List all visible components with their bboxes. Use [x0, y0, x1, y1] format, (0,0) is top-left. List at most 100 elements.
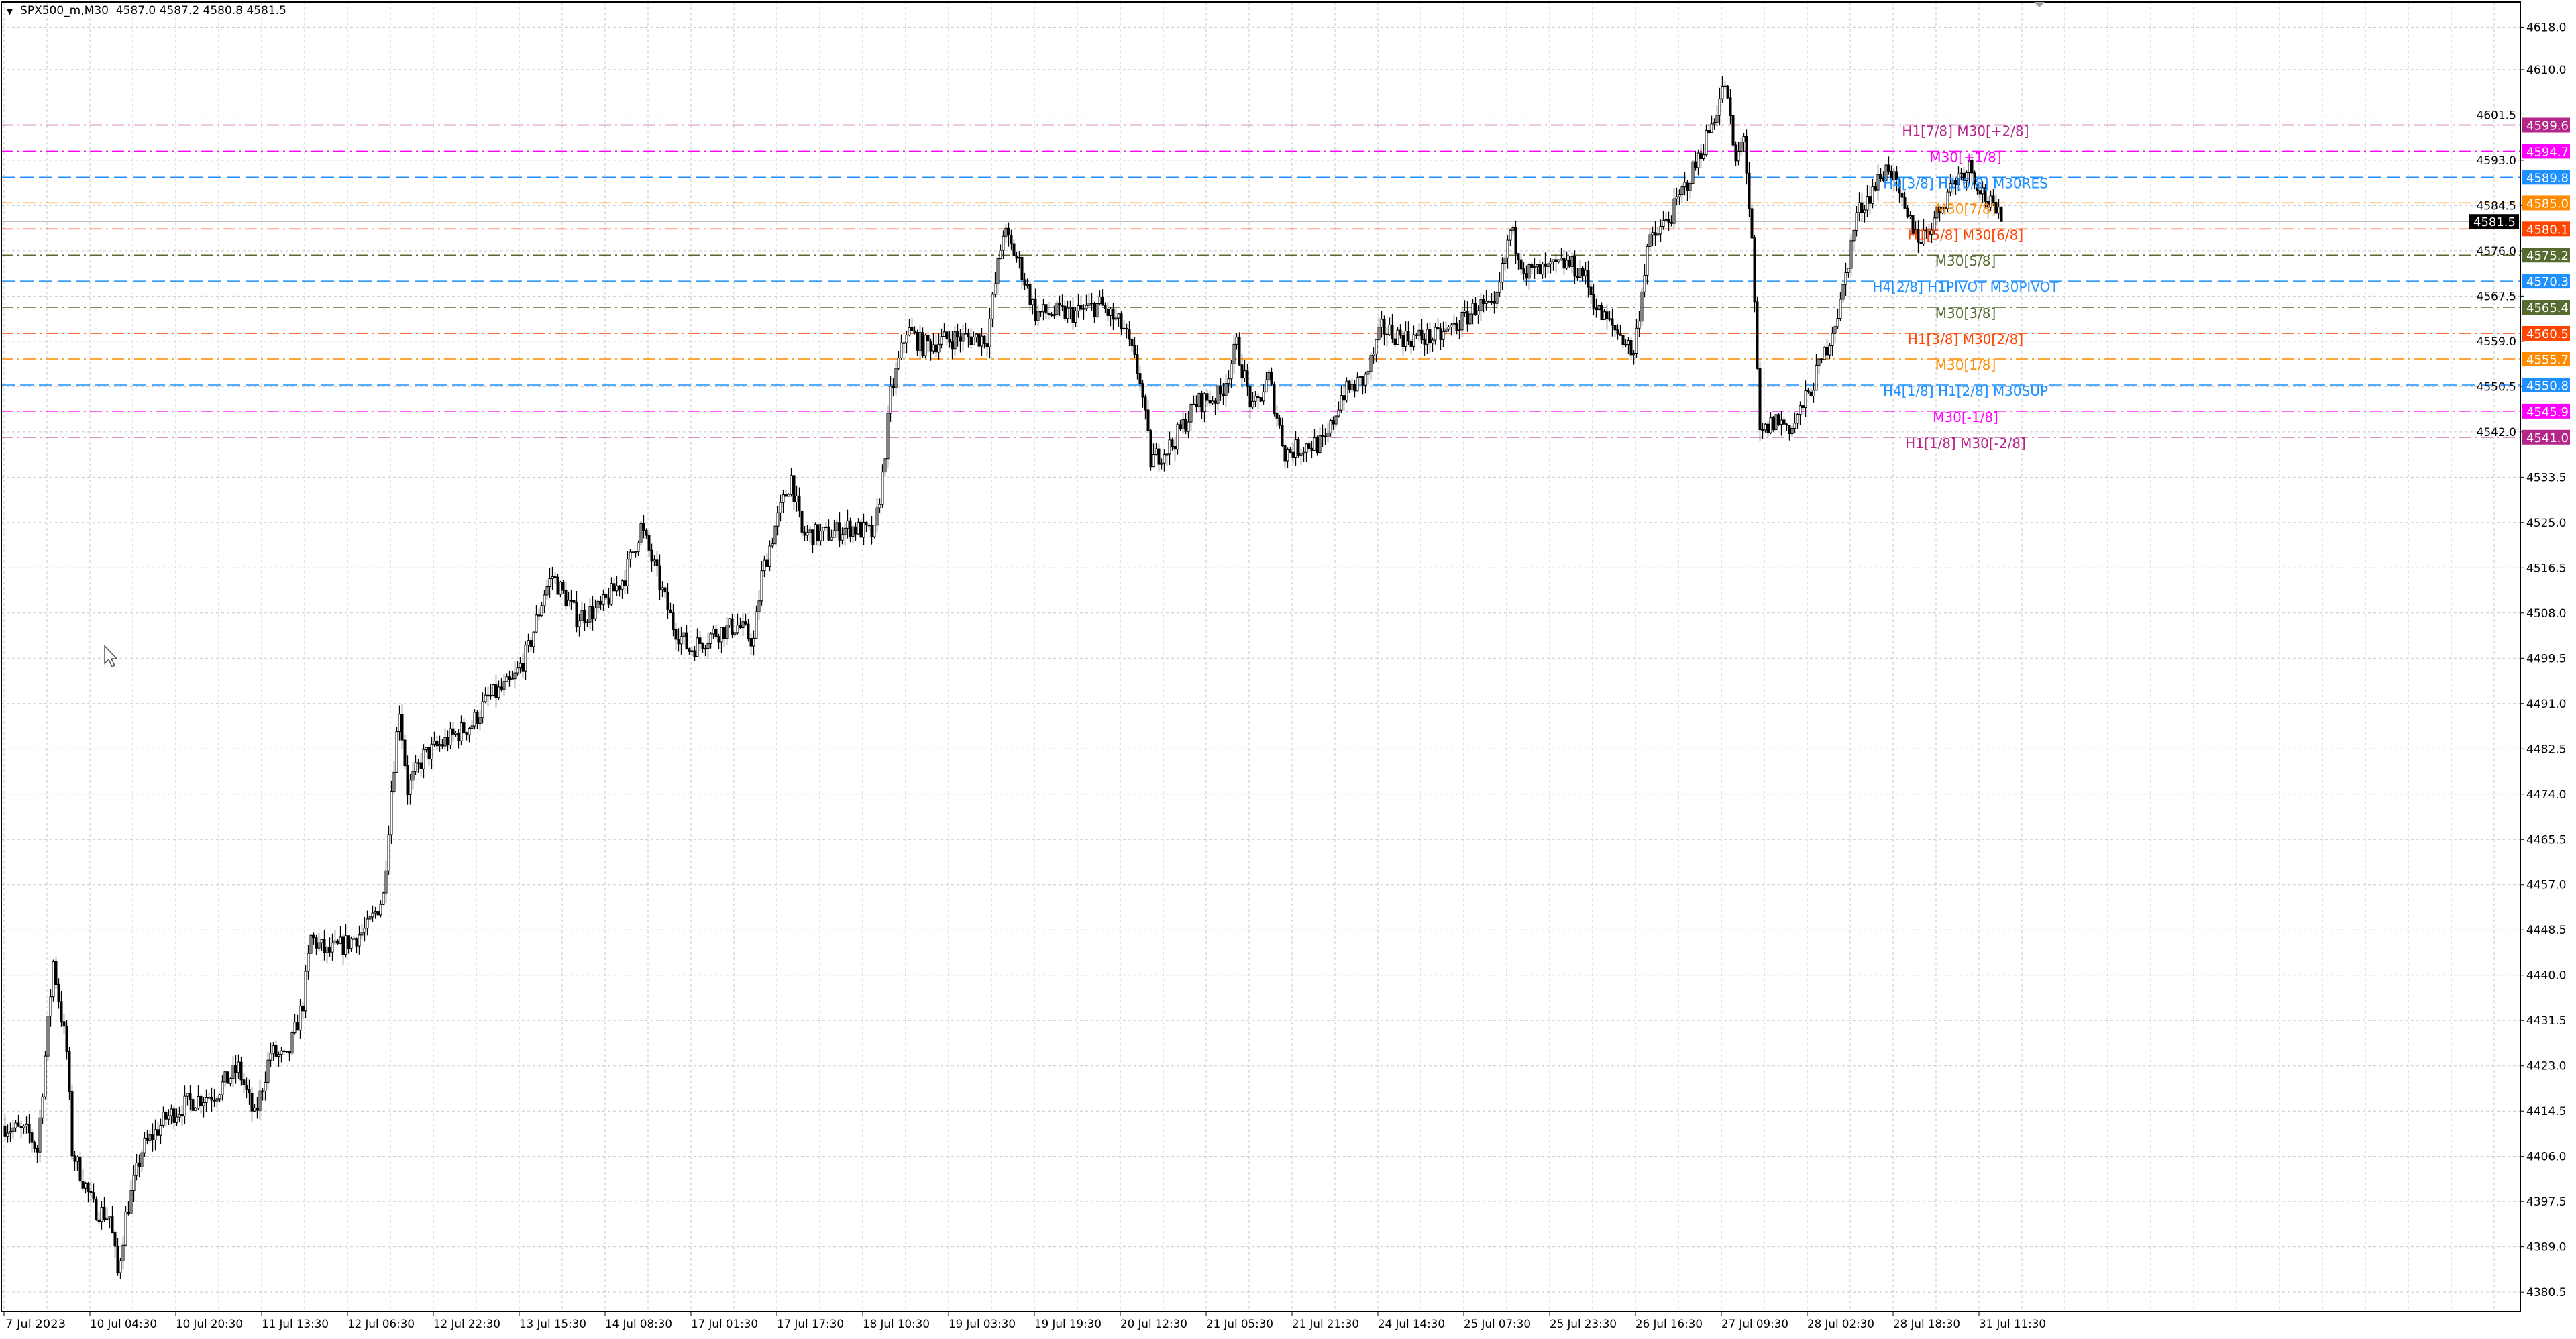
- candle-body: [435, 741, 439, 747]
- level-text: M30[7/8]: [1935, 201, 1996, 217]
- candle-body: [54, 961, 58, 985]
- candle: [532, 631, 535, 653]
- candle: [1214, 398, 1217, 415]
- candle-body: [838, 522, 841, 541]
- candle: [1589, 282, 1593, 305]
- candle: [1299, 448, 1303, 465]
- candle-body: [988, 318, 991, 347]
- candle-body: [588, 606, 592, 623]
- candle: [422, 744, 425, 779]
- candle: [347, 935, 350, 954]
- candle: [78, 1152, 82, 1183]
- candle: [1412, 325, 1415, 351]
- candle-body: [948, 339, 951, 343]
- candle: [312, 932, 315, 945]
- candle: [484, 687, 487, 704]
- level-price-tag-bg: [2522, 248, 2570, 263]
- candle-body: [1071, 307, 1075, 323]
- candle: [293, 1014, 297, 1035]
- level-price-tag-bg: [2522, 403, 2570, 419]
- candle: [406, 755, 409, 805]
- candle: [773, 525, 777, 545]
- candle: [1106, 302, 1110, 322]
- candle: [38, 1109, 42, 1163]
- candle-body: [908, 327, 911, 336]
- candle-body: [1756, 301, 1759, 369]
- candle: [1324, 428, 1327, 445]
- candle: [1756, 296, 1759, 370]
- candle: [586, 619, 589, 627]
- candle: [229, 1077, 232, 1087]
- candle: [1393, 333, 1397, 347]
- candle-body: [218, 1094, 221, 1100]
- candle-body: [317, 942, 321, 949]
- candle-body: [76, 1156, 79, 1162]
- candle: [967, 328, 970, 348]
- candle-body: [384, 870, 388, 894]
- candle: [392, 761, 396, 794]
- candle: [1136, 345, 1139, 380]
- candle-body: [164, 1112, 168, 1120]
- candle-body: [146, 1138, 149, 1141]
- candle: [89, 1181, 93, 1203]
- candle-body: [312, 934, 315, 939]
- candle-body: [1101, 296, 1104, 306]
- candle: [1240, 353, 1244, 388]
- candle-body: [272, 1045, 275, 1054]
- candle-body: [749, 638, 753, 647]
- candle-body: [1823, 347, 1826, 360]
- candle: [277, 1051, 280, 1067]
- candle: [1316, 435, 1319, 456]
- candle: [124, 1206, 127, 1246]
- candle: [28, 1114, 31, 1144]
- candle: [854, 522, 857, 541]
- candle: [76, 1155, 79, 1171]
- candle-body: [1493, 301, 1496, 304]
- candle-body: [1377, 327, 1381, 340]
- candle-body: [1149, 430, 1152, 468]
- candle-body: [183, 1095, 186, 1117]
- candle-body: [1715, 115, 1719, 123]
- candle: [1495, 290, 1499, 309]
- candle-body: [44, 1055, 47, 1097]
- candle: [103, 1196, 106, 1222]
- candle-body: [1208, 400, 1212, 404]
- candle: [1356, 372, 1359, 392]
- candle: [760, 561, 763, 606]
- candle: [749, 633, 753, 655]
- candle-body: [1409, 341, 1413, 347]
- menu-triangle-down-icon[interactable]: ▼: [7, 7, 13, 16]
- y-tick-label: 4457.0: [2526, 879, 2566, 892]
- candles: [3, 76, 2003, 1279]
- candle: [741, 613, 745, 637]
- candle-body: [19, 1126, 23, 1128]
- candle-body: [765, 559, 769, 567]
- candle: [1348, 379, 1351, 393]
- candle-body: [706, 643, 710, 649]
- candle: [768, 540, 771, 572]
- candle: [1399, 324, 1402, 339]
- y-tick-label: 4440.0: [2526, 969, 2566, 983]
- candle-body: [1968, 160, 1971, 174]
- candle-body: [127, 1212, 130, 1214]
- candle: [371, 905, 374, 922]
- candle: [1758, 361, 1762, 441]
- candle: [894, 362, 898, 396]
- candle: [846, 509, 849, 539]
- candle: [1511, 225, 1515, 236]
- candle-body: [476, 712, 479, 725]
- candle: [366, 910, 369, 936]
- candle: [1095, 303, 1099, 319]
- candle: [1332, 416, 1335, 431]
- candle: [1844, 262, 1847, 297]
- candle: [1884, 164, 1888, 185]
- candle: [1404, 321, 1407, 352]
- candle-body: [478, 717, 482, 725]
- candle: [945, 331, 949, 345]
- candle-body: [1163, 454, 1166, 464]
- candle: [363, 916, 366, 942]
- candle: [1160, 458, 1163, 470]
- chart-shift-triangle-icon[interactable]: [2034, 2, 2045, 7]
- candle: [1452, 314, 1456, 334]
